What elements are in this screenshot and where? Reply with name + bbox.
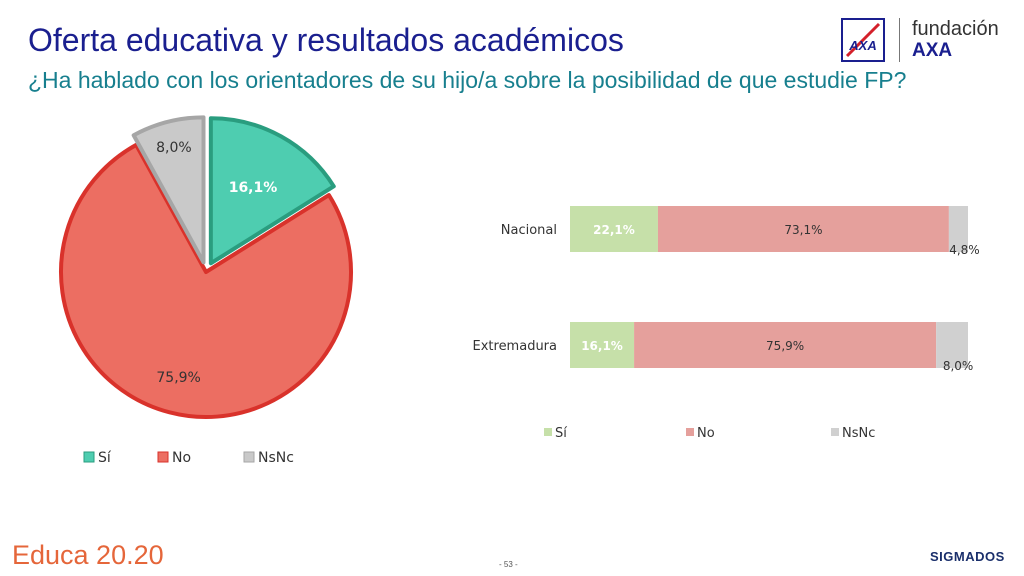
bar-segment-nsnc (936, 322, 968, 368)
pie-slice-nsnc (131, 115, 206, 265)
bar-legend-swatch-nsnc (831, 428, 839, 436)
bar-data-label: 4,8% (949, 243, 980, 257)
logo-divider (899, 18, 900, 62)
bar-legend-label: No (697, 426, 715, 441)
bar-data-label: 16,1% (581, 339, 623, 353)
bar-legend-label: NsNc (842, 426, 875, 441)
bar-category-label: Nacional (501, 223, 557, 238)
bar-segment-nsnc (948, 206, 968, 252)
pie-legend-swatch-sí (83, 451, 95, 463)
bar-data-label: 8,0% (943, 359, 974, 373)
pie-legend-label: Sí (98, 450, 112, 466)
sigmados-logo-text: SIGMADOS (930, 549, 1005, 564)
bar-segment-sí (570, 322, 635, 368)
bar-data-label: 75,9% (766, 339, 804, 353)
bar-category-label: Extremadura (473, 339, 558, 354)
pie-legend-swatch-no (157, 451, 169, 463)
pie-legend-swatch-nsnc (243, 451, 255, 463)
pie-slice-sí (208, 116, 336, 266)
bar-segment-no (657, 206, 949, 252)
bar-legend-swatch-no (686, 428, 694, 436)
page-title: Oferta educativa y resultados académicos (28, 22, 624, 58)
bar-segment-no (634, 322, 937, 368)
bar-legend-label: Sí (555, 426, 567, 441)
bar-segment-sí (570, 206, 658, 252)
axa-mark-text: AXA (848, 38, 876, 53)
bar-data-label: 22,1% (593, 223, 635, 237)
bar-legend-swatch-sí (544, 428, 552, 436)
pie-legend-label: NsNc (258, 450, 294, 466)
educa-logo-text: Educa 20.20 (12, 540, 164, 570)
pie-slice-no (59, 142, 353, 419)
pie-data-label: 75,9% (156, 370, 200, 386)
page-subtitle: ¿Ha hablado con los orientadores de su h… (28, 67, 907, 93)
axa-logo-text: AXA (912, 40, 953, 61)
page-number: - 53 - (499, 560, 518, 569)
bar-data-label: 73,1% (784, 223, 822, 237)
pie-legend-label: No (172, 450, 191, 466)
pie-data-label: 8,0% (156, 140, 192, 156)
pie-data-label: 16,1% (229, 180, 278, 196)
fundacion-logo-text: fundación (912, 18, 999, 40)
axa-logo-icon: AXA (841, 18, 885, 62)
